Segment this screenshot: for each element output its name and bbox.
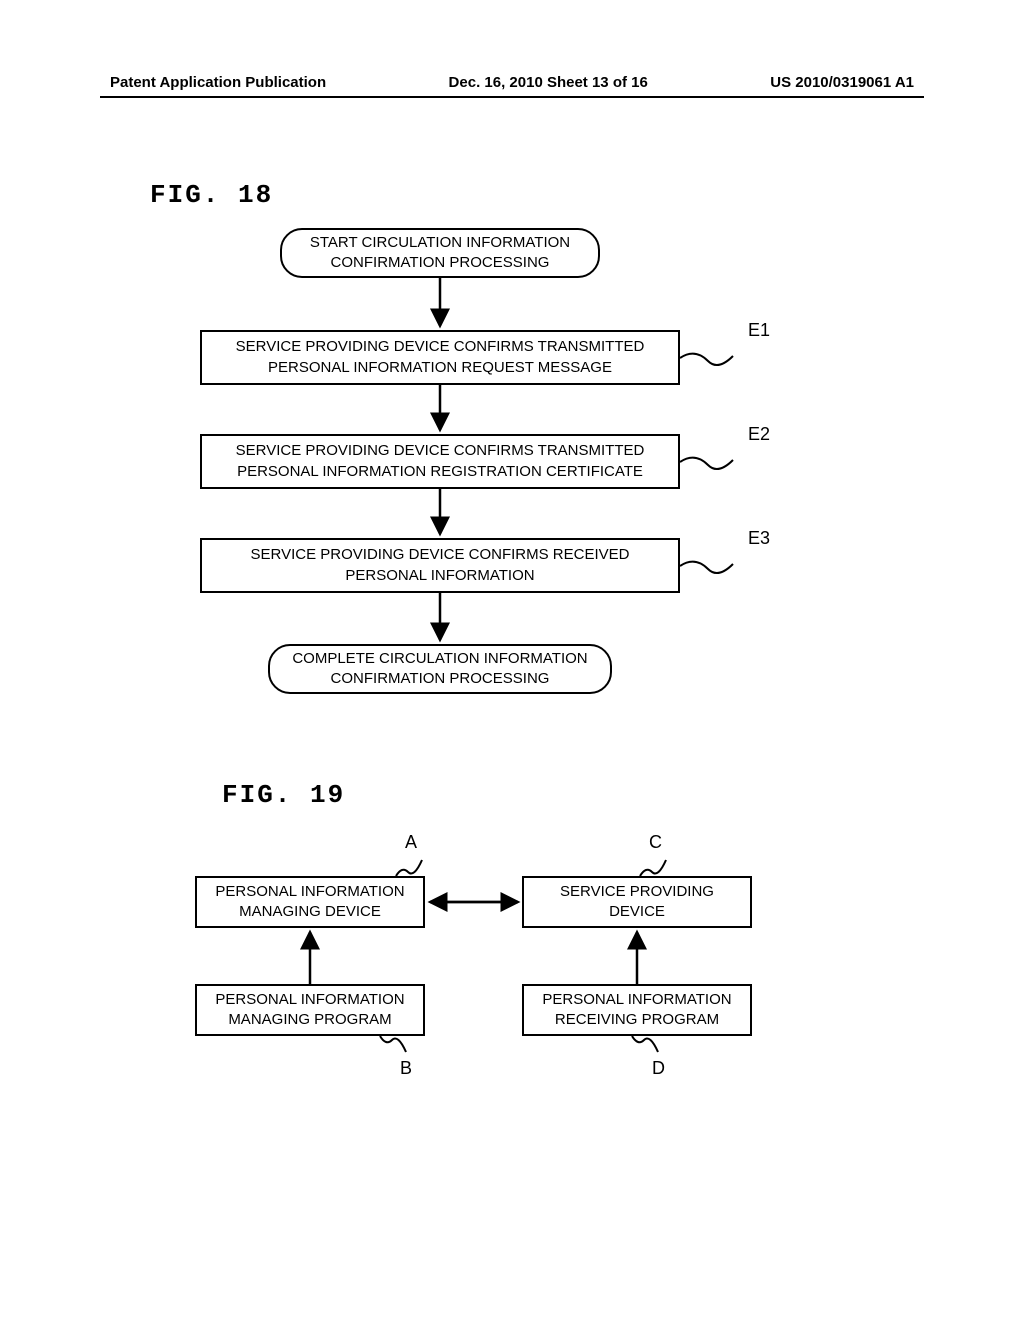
fig19-box-b: PERSONAL INFORMATION MANAGING PROGRAM [195, 984, 425, 1036]
header-left: Patent Application Publication [110, 74, 326, 91]
fig18-start-line1: START CIRCULATION INFORMATION [292, 233, 588, 253]
fig-18-label: FIG. 18 [150, 180, 273, 210]
fig19-box-d-line2: RECEIVING PROGRAM [534, 1010, 740, 1030]
fig19-box-b-line2: MANAGING PROGRAM [207, 1010, 413, 1030]
fig19-box-a: PERSONAL INFORMATION MANAGING DEVICE [195, 876, 425, 928]
fig19-box-b-line1: PERSONAL INFORMATION [207, 990, 413, 1010]
fig19-box-c-line2: DEVICE [534, 902, 740, 922]
page: Patent Application Publication Dec. 16, … [0, 0, 1024, 1320]
fig18-step-e2-line1: SERVICE PROVIDING DEVICE CONFIRMS TRANSM… [212, 441, 668, 461]
fig18-step-e1-label: E1 [748, 320, 770, 341]
fig18-start: START CIRCULATION INFORMATION CONFIRMATI… [280, 228, 600, 278]
fig19-label-a: A [405, 832, 417, 853]
header-center: Dec. 16, 2010 Sheet 13 of 16 [449, 74, 648, 91]
fig18-step-e3-line2: PERSONAL INFORMATION [212, 566, 668, 586]
fig19-label-b: B [400, 1058, 412, 1079]
fig18-end-line1: COMPLETE CIRCULATION INFORMATION [280, 649, 600, 669]
fig18-step-e2-line2: PERSONAL INFORMATION REGISTRATION CERTIF… [212, 462, 668, 482]
header-right: US 2010/0319061 A1 [770, 74, 914, 91]
page-header: Patent Application Publication Dec. 16, … [110, 74, 914, 91]
fig18-step-e1-line1: SERVICE PROVIDING DEVICE CONFIRMS TRANSM… [212, 337, 668, 357]
fig18-step-e2-label: E2 [748, 424, 770, 445]
fig18-start-line2: CONFIRMATION PROCESSING [292, 253, 588, 273]
fig18-step-e3-line1: SERVICE PROVIDING DEVICE CONFIRMS RECEIV… [212, 545, 668, 565]
fig18-step-e3: SERVICE PROVIDING DEVICE CONFIRMS RECEIV… [200, 538, 680, 593]
fig18-step-e2: SERVICE PROVIDING DEVICE CONFIRMS TRANSM… [200, 434, 680, 489]
fig19-box-c-line1: SERVICE PROVIDING [534, 882, 740, 902]
fig18-end: COMPLETE CIRCULATION INFORMATION CONFIRM… [268, 644, 612, 694]
fig19-box-c: SERVICE PROVIDING DEVICE [522, 876, 752, 928]
fig19-box-d: PERSONAL INFORMATION RECEIVING PROGRAM [522, 984, 752, 1036]
fig18-step-e3-label: E3 [748, 528, 770, 549]
fig18-end-line2: CONFIRMATION PROCESSING [280, 669, 600, 689]
fig19-box-d-line1: PERSONAL INFORMATION [534, 990, 740, 1010]
fig-19-label: FIG. 19 [222, 780, 345, 810]
header-rule [100, 96, 924, 98]
fig19-box-a-line2: MANAGING DEVICE [207, 902, 413, 922]
fig19-box-a-line1: PERSONAL INFORMATION [207, 882, 413, 902]
fig19-label-c: C [649, 832, 662, 853]
fig18-step-e1-line2: PERSONAL INFORMATION REQUEST MESSAGE [212, 358, 668, 378]
fig18-step-e1: SERVICE PROVIDING DEVICE CONFIRMS TRANSM… [200, 330, 680, 385]
fig19-label-d: D [652, 1058, 665, 1079]
